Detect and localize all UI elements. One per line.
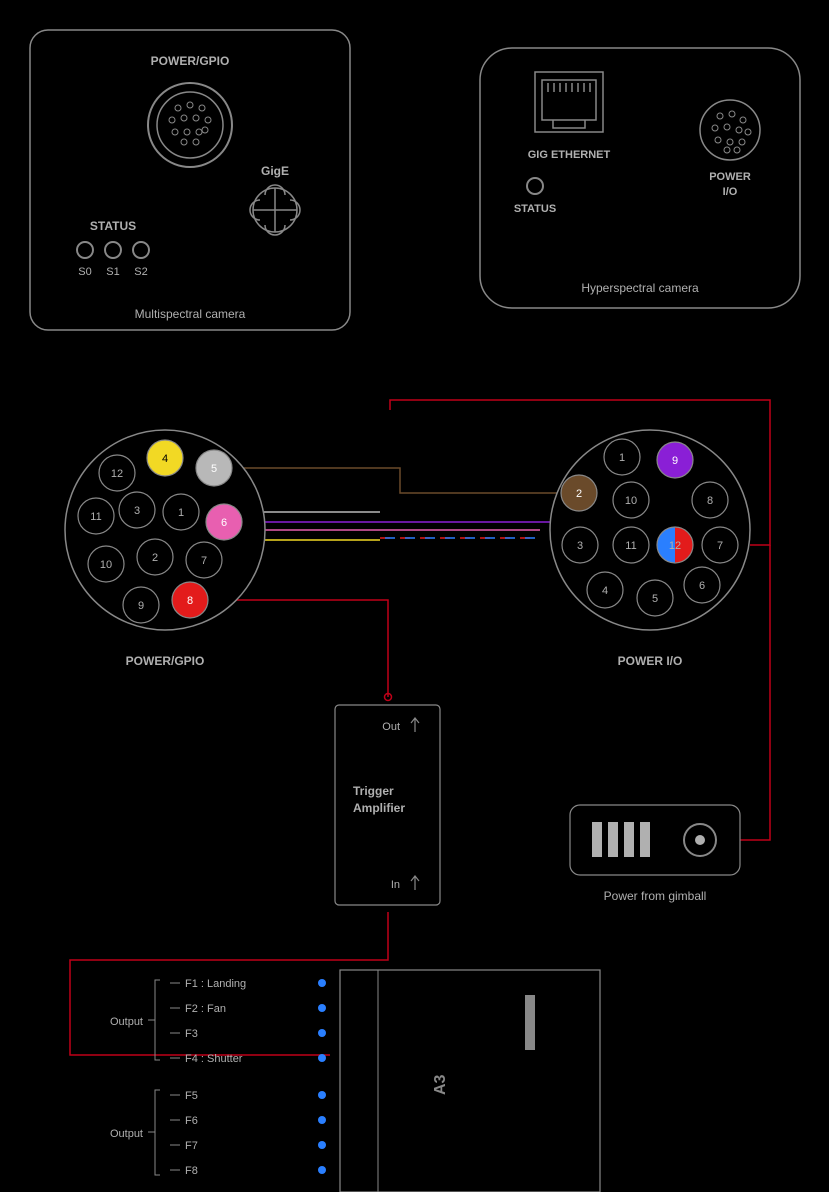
a3-fports: F1 : Landing F2 : Fan F3 F4 : Shutter F5 F6 F7…: [170, 978, 326, 1177]
multispectral-title: Multispectral camera: [135, 307, 246, 321]
multispectral-status-label: STATUS: [90, 219, 136, 233]
wire-red-left-to-trigger: [208, 600, 388, 697]
svg-text:9: 9: [672, 455, 678, 467]
trigger-subtitle: Amplifier: [353, 801, 405, 815]
hyperspectral-power-label: POWER: [709, 171, 751, 183]
svg-text:6: 6: [699, 580, 705, 592]
trigger-out: Out: [382, 721, 400, 733]
trigger-in: In: [391, 879, 400, 891]
port-label: F5: [185, 1090, 198, 1102]
port-label: F3: [185, 1028, 198, 1040]
svg-text:12: 12: [111, 468, 123, 480]
svg-text:4: 4: [602, 585, 608, 597]
multispectral-box: [30, 30, 350, 330]
port-dot: [318, 1054, 326, 1062]
port-label: F7: [185, 1140, 198, 1152]
port-label: F4 : Shutter: [185, 1053, 243, 1065]
svg-text:8: 8: [707, 495, 713, 507]
svg-text:5: 5: [211, 463, 217, 475]
connector-right-outer: [550, 430, 750, 630]
hyperspectral-io-label: I/O: [723, 186, 738, 198]
svg-text:11: 11: [625, 540, 636, 552]
port-label: F6: [185, 1115, 198, 1127]
port-label: F8: [185, 1165, 198, 1177]
diagram-canvas: POWER/GPIO GigE STATUS S0 S1 S2 Multispe…: [0, 0, 829, 1192]
svg-text:8: 8: [187, 595, 193, 607]
pin-2: 2: [561, 475, 597, 511]
hyperspectral-status-label: STATUS: [514, 203, 556, 215]
svg-text:2: 2: [576, 488, 582, 500]
pin-8: 8: [172, 582, 208, 618]
bracket-top: [148, 980, 160, 1060]
multispectral-gige-label: GigE: [261, 164, 289, 178]
port-dot: [318, 1116, 326, 1124]
status-led-s2: S2: [134, 266, 147, 278]
port-label: F2 : Fan: [185, 1003, 226, 1015]
gimbal-title: Power from gimball: [604, 889, 707, 903]
output-label-bottom: Output: [110, 1128, 143, 1140]
status-led-s1: S1: [106, 266, 119, 278]
svg-text:11: 11: [90, 511, 101, 523]
port-dot: [318, 1004, 326, 1012]
svg-text:1: 1: [178, 507, 184, 519]
output-label-top: Output: [110, 1016, 143, 1028]
svg-text:4: 4: [162, 453, 168, 465]
svg-text:3: 3: [577, 540, 583, 552]
svg-text:7: 7: [201, 555, 207, 567]
port-dot: [318, 1141, 326, 1149]
port-dot: [318, 1091, 326, 1099]
wire-red-power-to-gimbal: [740, 545, 770, 840]
svg-text:10: 10: [625, 495, 637, 507]
connector-right-title: POWER I/O: [618, 654, 683, 668]
pin-9: 9: [657, 442, 693, 478]
port-label: F1 : Landing: [185, 978, 246, 990]
port-dot: [318, 1166, 326, 1174]
svg-text:6: 6: [221, 517, 227, 529]
svg-text:1: 1: [619, 452, 625, 464]
svg-text:3: 3: [134, 505, 140, 517]
pin-4: 4: [147, 440, 183, 476]
multispectral-power-label: POWER/GPIO: [151, 54, 230, 68]
pin-12: 12: [657, 527, 693, 563]
a3-slot: [525, 995, 535, 1050]
hyperspectral-box: [480, 48, 800, 308]
svg-text:7: 7: [717, 540, 723, 552]
port-dot: [318, 979, 326, 987]
port-dot: [318, 1029, 326, 1037]
svg-text:2: 2: [152, 552, 158, 564]
svg-text:10: 10: [100, 559, 112, 571]
bracket-bottom: [148, 1090, 160, 1175]
pin-6: 6: [206, 504, 242, 540]
pin-5: 5: [196, 450, 232, 486]
svg-text:5: 5: [652, 593, 658, 605]
wire-brown: [232, 468, 560, 493]
trigger-title: Trigger: [353, 784, 394, 798]
status-led-s0: S0: [78, 266, 91, 278]
svg-text:9: 9: [138, 600, 144, 612]
gimbal-jack-inner: [695, 835, 705, 845]
hyperspectral-title: Hyperspectral camera: [581, 281, 699, 295]
a3-title: A3: [432, 1074, 449, 1095]
svg-text:12: 12: [669, 540, 681, 552]
hyperspectral-eth-label: GIG ETHERNET: [528, 149, 611, 161]
a3-box: [340, 970, 600, 1192]
connector-left-title: POWER/GPIO: [126, 654, 205, 668]
